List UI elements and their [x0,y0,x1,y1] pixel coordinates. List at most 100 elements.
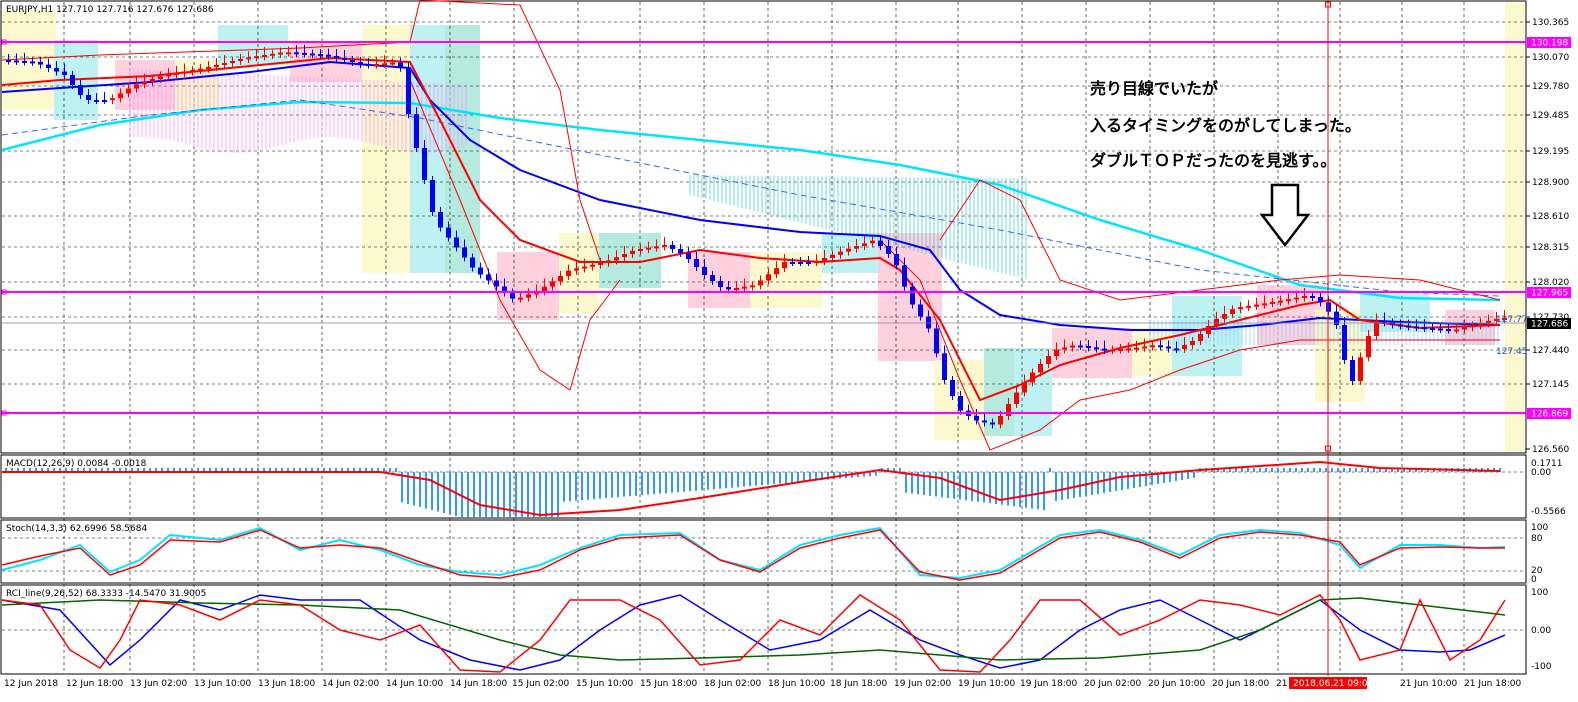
candle-body [382,63,387,66]
candle-body [598,262,603,265]
candle-body [654,246,659,249]
candle-body [126,88,131,94]
candle-body [1382,320,1387,323]
candle-body [1118,348,1123,351]
candle-body [958,396,963,411]
candle-body [1406,325,1411,328]
candle-body [822,258,827,262]
candle-body [1126,348,1131,351]
candle-body [662,245,667,247]
candle-body [846,248,851,252]
candle-body [1278,300,1283,303]
candle-body [1462,327,1467,330]
zone-14 [822,233,880,273]
candle-body [758,280,763,286]
annotation-line-3: ダブルＴＯＰだったのを見逃す。。 [1090,151,1336,170]
candle-body [1350,360,1355,381]
price-label-10: 127.440 [1532,346,1569,356]
price-tag-upper [1527,37,1571,48]
cursor-handle-top[interactable] [1325,1,1331,8]
zone-20 [1132,328,1172,376]
price-tag-mid-text: 127.965 [1531,289,1568,299]
time-label-7: 14 Jun 18:00 [450,679,507,689]
candle-body [358,62,363,64]
candle-body [950,380,955,396]
price-label-4: 129.195 [1532,147,1569,157]
candle-body [806,262,811,264]
stoch-axis-20: 20 [1531,566,1543,576]
horizontal-lines[interactable] [1,39,1526,416]
stoch-panel [0,519,1527,584]
rci-panel [0,584,1527,675]
time-label-22: 21 Jun 18:00 [1464,679,1521,689]
candle-body [198,68,203,71]
candle-body [630,250,635,254]
candle-body [6,60,11,62]
time-label-13: 18 Jun 18:00 [830,679,887,689]
candle-body [910,286,915,305]
candle-body [422,148,427,180]
candle-body [438,212,443,228]
candle-body [814,261,819,264]
candle-body [526,294,531,298]
candle-body [502,286,507,293]
candle-body [638,249,643,251]
candle-body [1494,318,1499,321]
candle-body [1046,356,1051,364]
candle-body [1078,345,1083,348]
candle-body [694,259,699,267]
candle-body [926,316,931,329]
candle-body [790,262,795,264]
candle-body [982,420,987,423]
candle-body [726,287,731,290]
candle-body [222,63,227,65]
price-tag-right2: 127.45 [1496,347,1528,357]
candle-body [998,416,1003,425]
price-label-0: 130.365 [1532,18,1569,28]
price-tag-current [1527,318,1571,329]
candle-body [206,67,211,69]
candle-body [118,93,123,99]
candle-body [606,260,611,263]
price-label-7: 128.315 [1532,243,1569,253]
candle-body [1110,349,1115,352]
macd-label: MACD(12,26,9) 0.0084 -0.0018 [6,459,147,469]
candle-body [390,62,395,65]
candle-body [974,416,979,421]
zone-4 [218,25,288,65]
candle-body [1310,296,1315,298]
zone-18 [1014,348,1052,436]
stoch-label: Stoch(14,3,3) 62.6996 58.5684 [6,524,147,534]
candle-body [1190,341,1195,345]
candle-body [150,79,155,82]
stoch-axis-80: 80 [1531,534,1543,544]
candle-body [1102,348,1107,351]
price-label-11: 127.145 [1532,380,1569,390]
price-label-6: 128.610 [1532,212,1569,222]
moving-averages [1,0,1501,451]
cursor-handle-bottom[interactable] [1325,445,1331,452]
candle-body [886,246,891,254]
macd-axis-top: 0.1711 [1531,459,1563,469]
price-label-5: 128.900 [1532,178,1569,188]
candle-body [1286,299,1291,302]
candle-body [406,67,411,115]
candle-body [1454,329,1459,332]
indicator-lines [1,460,1506,673]
candle-body [1006,404,1011,416]
candle-body [1054,349,1059,356]
candle-body [414,114,419,148]
time-label-8: 15 Jun 02:00 [512,679,569,689]
candle-body [1230,309,1235,314]
time-label-19: 20 Jun 18:00 [1212,679,1269,689]
candle-body [134,84,139,89]
candle-body [22,60,27,63]
candle-body [582,266,587,269]
candle-body [774,268,779,275]
candle-body [430,180,435,212]
zone-10 [559,233,599,313]
candle-body [678,249,683,253]
candle-body [1398,324,1403,327]
